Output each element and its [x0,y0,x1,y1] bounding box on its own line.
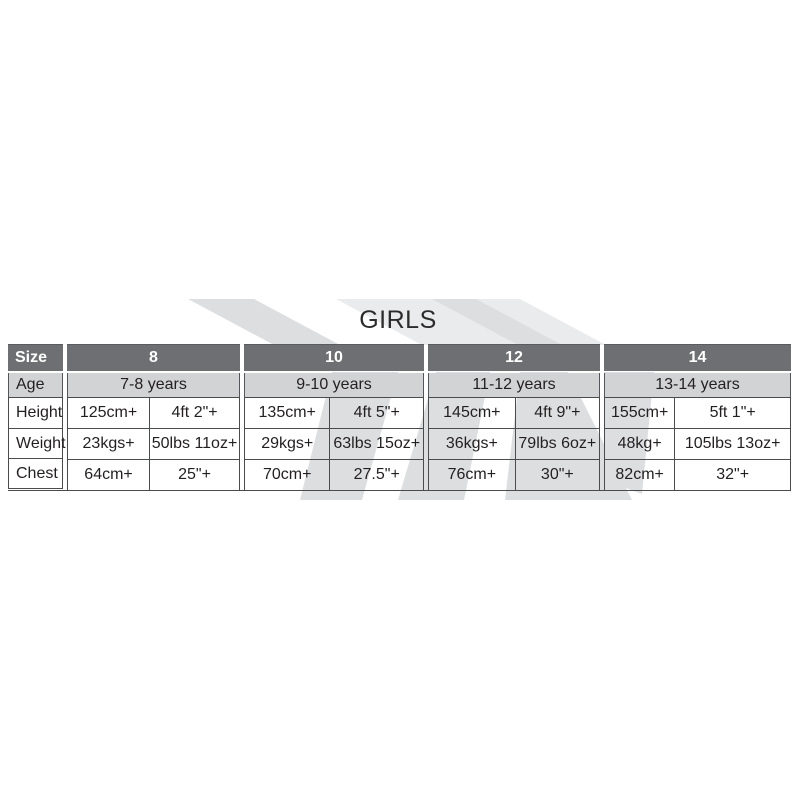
size-chart-table: Size Age Height Weight Chest 8 7-8 years… [8,344,791,491]
size-group-body: 155cm+ 5ft 1"+ 48kg+ 105lbs 13oz+ 82cm+ … [604,397,791,491]
height-imperial-cell: 4ft 2"+ [171,404,218,421]
weight-metric-cell: 36kgs+ [429,429,516,459]
height-metric-cell: 155cm+ [605,398,676,428]
size-group-12: 12 11-12 years 145cm+ 4ft 9"+ 36kgs+ 79l… [428,344,600,491]
chest-metric-cell: 82cm+ [605,460,676,490]
weight-row: 48kg+ 105lbs 13oz+ [605,428,790,459]
height-row: 145cm+ 4ft 9"+ [429,398,599,428]
weight-row: 23kgs+ 50lbs 11oz+ [68,428,239,459]
weight-imperial-cell: 105lbs 13oz+ [684,435,781,452]
size-group-8: 8 7-8 years 125cm+ 4ft 2"+ 23kgs+ 50lbs … [67,344,240,491]
chest-row: 82cm+ 32"+ [605,459,790,490]
row-label-body: Height Weight Chest [8,397,66,489]
height-row: 125cm+ 4ft 2"+ [68,398,239,428]
chest-row: 64cm+ 25"+ [68,459,239,490]
chest-imperial-cell: 27.5"+ [353,466,400,483]
weight-row: 29kgs+ 63lbs 15oz+ [245,428,423,459]
height-imperial-cell: 4ft 5"+ [353,404,400,421]
weight-imperial-cell: 79lbs 6oz+ [518,435,597,452]
row-label-chest: Chest [9,458,62,488]
size-header: 10 [244,344,424,371]
height-metric-cell: 145cm+ [429,398,516,428]
chest-metric-cell: 64cm+ [68,460,151,490]
size-header: 8 [67,344,240,371]
weight-metric-cell: 23kgs+ [68,429,151,459]
row-label-column: Size Age Height Weight Chest [8,344,66,491]
age-cell: 13-14 years [604,373,791,397]
size-group-body: 125cm+ 4ft 2"+ 23kgs+ 50lbs 11oz+ 64cm+ … [67,397,240,491]
weight-metric-cell: 29kgs+ [245,429,331,459]
size-group-10: 10 9-10 years 135cm+ 4ft 5"+ 29kgs+ 63lb… [244,344,424,491]
age-cell: 11-12 years [428,373,600,397]
age-cell: 9-10 years [244,373,424,397]
chest-metric-cell: 70cm+ [245,460,331,490]
chest-row: 76cm+ 30"+ [429,459,599,490]
row-label-age: Age [8,373,63,397]
page-title: GIRLS [359,306,437,334]
height-row: 155cm+ 5ft 1"+ [605,398,790,428]
chest-row: 70cm+ 27.5"+ [245,459,423,490]
chest-imperial-cell: 32"+ [716,466,750,483]
row-label-weight: Weight [9,428,66,458]
size-header: 12 [428,344,600,371]
chest-metric-cell: 76cm+ [429,460,516,490]
size-group-body: 145cm+ 4ft 9"+ 36kgs+ 79lbs 6oz+ 76cm+ 3… [428,397,600,491]
size-group-14: 14 13-14 years 155cm+ 5ft 1"+ 48kg+ 105l… [604,344,791,491]
weight-row: 36kgs+ 79lbs 6oz+ [429,428,599,459]
height-imperial-cell: 4ft 9"+ [534,404,581,421]
size-group-body: 135cm+ 4ft 5"+ 29kgs+ 63lbs 15oz+ 70cm+ … [244,397,424,491]
weight-imperial-cell: 63lbs 15oz+ [333,435,421,452]
row-label-size: Size [8,344,63,371]
age-cell: 7-8 years [67,373,240,397]
weight-imperial-cell: 50lbs 11oz+ [151,435,238,452]
height-metric-cell: 125cm+ [68,398,151,428]
weight-metric-cell: 48kg+ [605,429,676,459]
height-metric-cell: 135cm+ [245,398,331,428]
chest-imperial-cell: 25"+ [178,466,211,483]
size-header: 14 [604,344,791,371]
height-row: 135cm+ 4ft 5"+ [245,398,423,428]
chest-imperial-cell: 30"+ [540,466,574,483]
height-imperial-cell: 5ft 1"+ [709,404,756,421]
row-label-height: Height [16,404,63,421]
